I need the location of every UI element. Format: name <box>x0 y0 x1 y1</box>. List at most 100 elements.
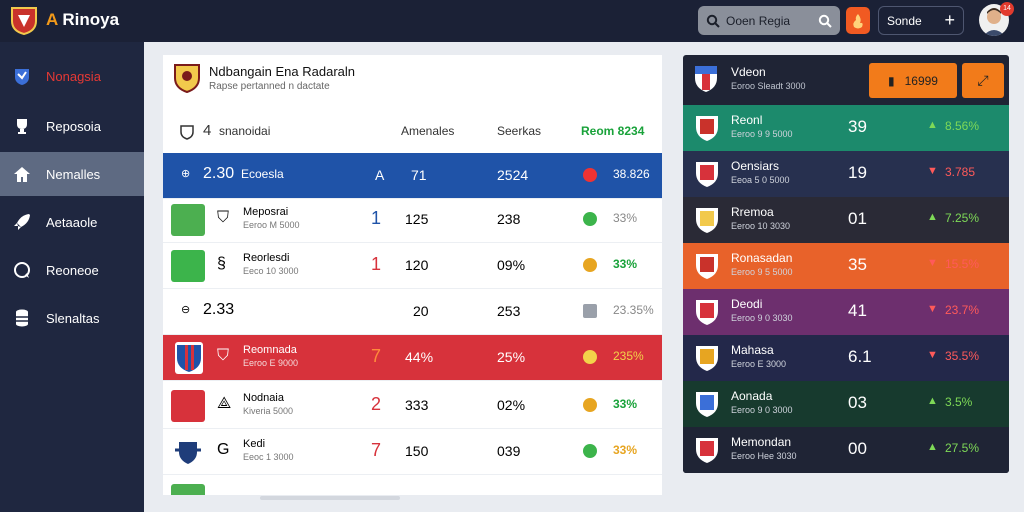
search-input[interactable]: Ooen Regia <box>726 13 791 28</box>
row-position: 1 <box>371 208 382 228</box>
bet-button[interactable]: ▮ 16999 <box>869 63 957 98</box>
row-value-a: 333 <box>405 397 429 413</box>
panel-score: 35 <box>848 255 867 274</box>
team-shield-icon <box>696 346 718 371</box>
row-percent: 33% <box>613 211 638 225</box>
panel-row[interactable]: Deodi Eeroo 9 0 3030 41 ▼ 23.7% <box>683 289 1009 335</box>
panel-title: Vdeon <box>731 65 766 79</box>
panel-row[interactable]: Oensiars Eeoa 5 0 5000 19 ▼ 3.785 <box>683 151 1009 197</box>
column-header-2[interactable]: Seerkas <box>497 124 542 138</box>
panel-change: 27.5% <box>945 441 980 455</box>
trend-up-icon: ▲ <box>927 211 938 223</box>
home-icon <box>14 167 30 182</box>
notification-badge: 14 <box>1000 2 1014 16</box>
table-row[interactable]: ⊕ 2.30 Ecoesla A 71 2524 38.826 <box>163 153 662 199</box>
search-box[interactable]: Ooen Regia <box>698 6 840 35</box>
team-shield-icon <box>696 116 718 141</box>
standings-card: Ndbangain Ena Radaraln Rapse pertanned n… <box>163 55 662 495</box>
trend-down-icon: ▼ <box>927 349 938 361</box>
team-logo <box>171 204 205 236</box>
sidebar-item-3[interactable]: Aetaaole <box>0 200 144 244</box>
status-dot <box>583 258 597 272</box>
sidebar: Nonagsia Reposoia Nemalles Aetaaole Reon… <box>0 42 144 512</box>
table-row[interactable]: ⟁ Nodnaia Kiveria 5000 2 333 02% 33% <box>163 383 662 429</box>
rocket-icon <box>14 214 30 230</box>
sidebar-item-0[interactable]: Nonagsia <box>0 54 144 98</box>
table-row[interactable] <box>163 477 662 495</box>
row-value-b: 238 <box>497 211 521 227</box>
panel-change: 23.7% <box>945 303 980 317</box>
sidebar-item-2[interactable]: Nemalles <box>0 152 144 196</box>
panel-row[interactable]: Memondan Eeroo Hee 3030 00 ▲ 27.5% <box>683 427 1009 473</box>
chat-icon <box>14 262 30 278</box>
sidebar-item-label: Reposoia <box>46 118 101 134</box>
shield-icon <box>180 125 194 140</box>
row-team: Reomnada Eeroo E 9000 <box>243 344 299 368</box>
search-icon <box>706 14 720 28</box>
row-value-b: 039 <box>497 443 521 459</box>
panel-score: 39 <box>848 117 867 136</box>
row-value-a: 125 <box>405 211 429 227</box>
sort-select[interactable]: Sonde + <box>878 6 964 35</box>
row-team: Kedi Eeoc 1 3000 <box>243 438 294 462</box>
crest-icon: ⛉ <box>217 347 230 364</box>
table-row[interactable]: ⊖ 2.33 20 253 23.35% <box>163 289 662 335</box>
club-crest-icon <box>174 64 200 93</box>
crest-icon: § <box>217 255 226 272</box>
row-percent: 33% <box>613 443 638 457</box>
expand-icon: ⤢ <box>977 72 989 88</box>
plus-icon[interactable]: + <box>944 10 955 30</box>
status-dot <box>583 168 597 182</box>
panel-subtitle: Eoroo Sleadt 3000 <box>731 81 806 91</box>
table-row[interactable]: § Reorlesdi Eeco 10 3000 1 120 09% 33% <box>163 243 662 289</box>
row-rank: 2.33 <box>203 301 235 318</box>
team-logo <box>171 436 205 468</box>
panel-change: 7.25% <box>945 211 980 225</box>
row-value-a: 44% <box>405 349 434 365</box>
column-header-1[interactable]: Amenales <box>401 124 455 138</box>
sort-select-label: Sonde <box>887 13 922 28</box>
row-value-b: 09% <box>497 257 526 273</box>
row-position: 7 <box>371 440 382 460</box>
brand-logo <box>11 7 37 35</box>
panel-row[interactable]: Aonada Eeroo 9 0 3000 03 ▲ 3.5% <box>683 381 1009 427</box>
panel-row[interactable]: Mahasa Eeroo E 3000 6.1 ▼ 35.5% <box>683 335 1009 381</box>
horizontal-scrollbar[interactable] <box>260 496 400 500</box>
table-row[interactable]: ⛉ Reomnada Eeroo E 9000 7 44% 25% 235% <box>163 335 662 381</box>
trend-down-icon: ▼ <box>927 165 938 177</box>
sidebar-item-5[interactable]: Slenaltas <box>0 296 144 340</box>
panel-score: 6.1 <box>848 347 872 366</box>
panel-row[interactable]: Ronasadan Eeroo 9 5 5000 35 ▼ 15.5% <box>683 243 1009 289</box>
column-header-3[interactable]: Reom 8234 <box>581 124 645 138</box>
summary-label: snanoidai <box>219 124 271 138</box>
panel-row[interactable]: Rremoa Eeroo 10 3030 01 ▲ 7.25% <box>683 197 1009 243</box>
flame-icon <box>853 14 863 29</box>
status-dot <box>583 212 597 226</box>
sidebar-item-1[interactable]: Reposoia <box>0 104 144 148</box>
team-logo <box>175 342 203 374</box>
row-rank: 2.30 <box>203 165 235 182</box>
filter-button[interactable] <box>846 7 870 34</box>
search-submit-icon[interactable] <box>818 14 832 28</box>
row-position: A <box>375 167 385 183</box>
row-percent: 235% <box>613 349 644 363</box>
row-value-a: 71 <box>411 167 427 183</box>
panel-team: Oensiars Eeoa 5 0 5000 <box>731 159 790 185</box>
panel-team: Mahasa Eeroo E 3000 <box>731 343 787 369</box>
row-position: 1 <box>371 254 382 274</box>
brand[interactable]: A Rinoya <box>10 5 119 35</box>
panel-team: Rremoa Eeroo 10 3030 <box>731 205 791 231</box>
panel-row[interactable]: Reonl Eeroo 9 9 5000 39 ▲ 8.56% <box>683 105 1009 151</box>
bet-button-label: 16999 <box>904 73 938 88</box>
sidebar-item-4[interactable]: Reoneoe <box>0 248 144 292</box>
trend-down-icon: ▼ <box>927 257 938 269</box>
panel-change: 15.5% <box>945 257 980 271</box>
row-percent: 33% <box>613 397 638 411</box>
panel-team: Deodi Eeroo 9 0 3030 <box>731 297 793 323</box>
table-row[interactable]: G Kedi Eeoc 1 3000 7 150 039 33% <box>163 429 662 475</box>
expand-button[interactable]: ⤢ <box>962 63 1004 98</box>
status-dot <box>583 350 597 364</box>
table-row[interactable]: ⛉ Meposrai Eeroo M 5000 1 125 238 33% <box>163 197 662 243</box>
panel-change: 8.56% <box>945 119 980 133</box>
crest-icon: G <box>217 441 230 458</box>
